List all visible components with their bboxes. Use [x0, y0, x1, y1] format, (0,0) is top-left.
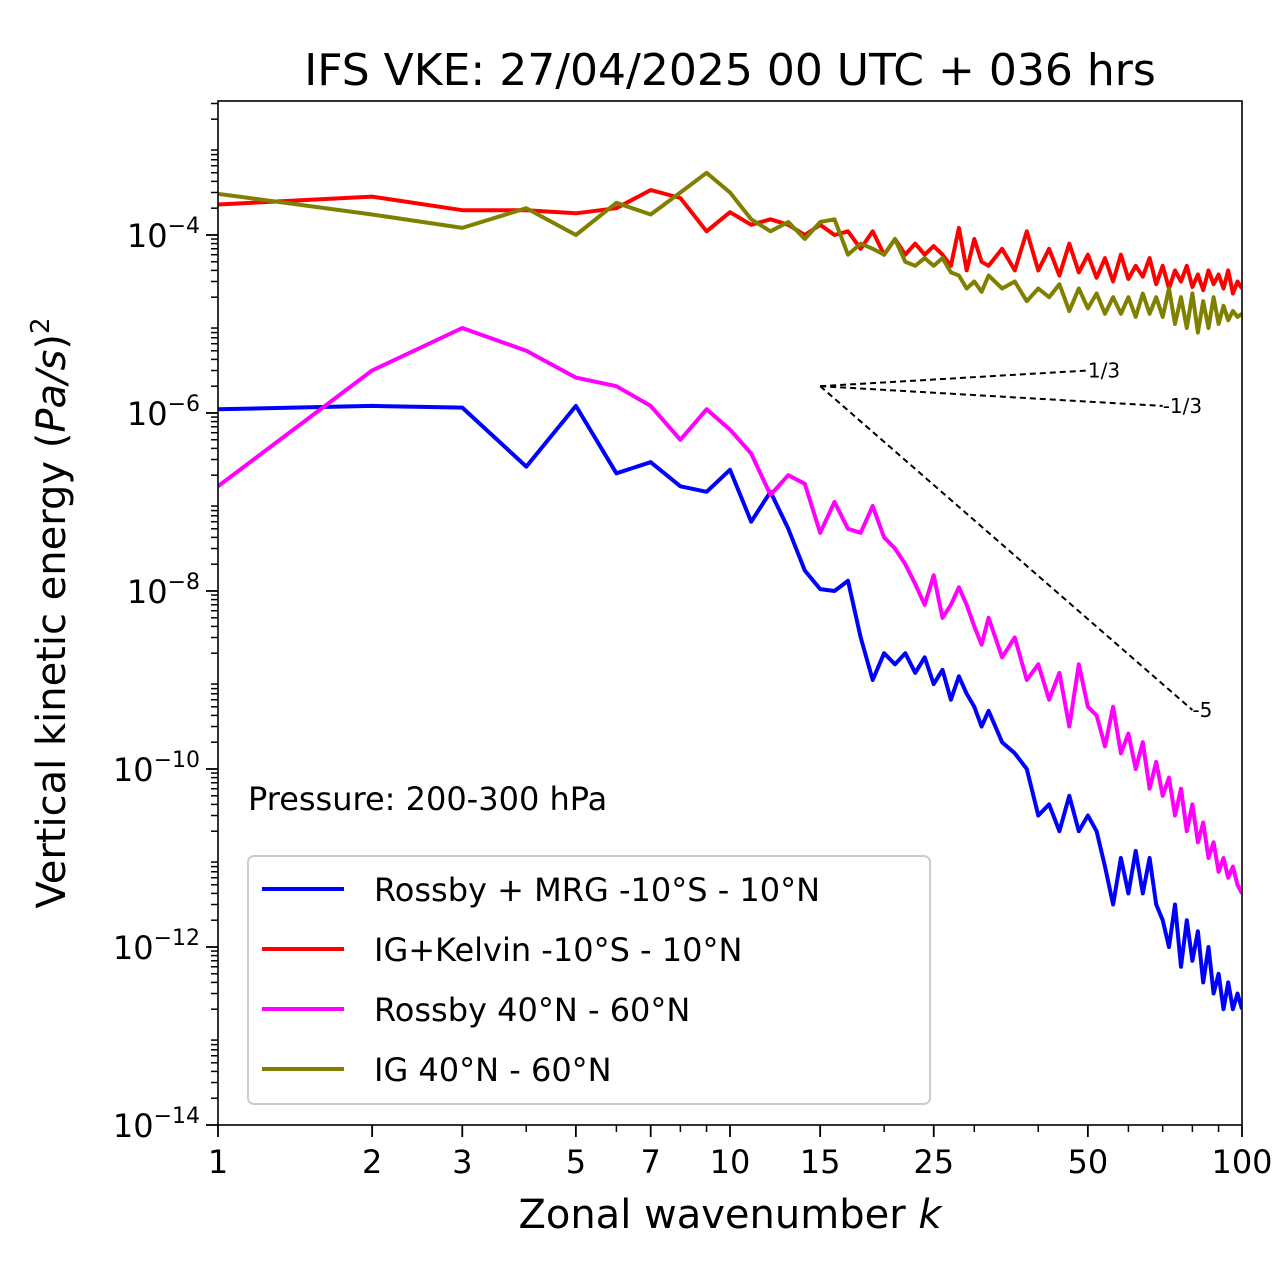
legend-label-2: Rossby 40°N - 60°N: [374, 991, 690, 1029]
legend: Rossby + MRG -10°S - 10°N IG+Kelvin -10°S…: [247, 855, 931, 1105]
x-axis-label-main: Zonal wavenumber: [518, 1192, 918, 1238]
slope-label-0: 1/3: [1088, 359, 1120, 383]
series-line-1: [218, 188, 1242, 296]
x-tick-label-6: 15: [800, 1143, 841, 1181]
y-axis-label-main: Vertical kinetic energy (: [29, 433, 75, 909]
legend-box: [247, 855, 931, 1105]
slope-line-2: [819, 385, 1194, 711]
x-tick-label-0: 1: [208, 1143, 228, 1181]
y-axis-label-close: ): [29, 334, 75, 350]
pressure-annotation: Pressure: 200-300 hPa: [248, 780, 607, 818]
series-line-2: [218, 326, 1242, 895]
x-axis-label: Zonal wavenumber k: [518, 1192, 943, 1238]
plot-area: 1/3-1/3-5 1 2 3 5 7 10 15 25 50 100 10−410−610−81…: [113, 100, 1273, 1181]
x-axis-label-var: k: [918, 1192, 943, 1238]
slope-label-1: -1/3: [1163, 394, 1202, 418]
y-tick-label-0: 10−4: [127, 214, 200, 255]
slope-line-1: [820, 385, 1163, 407]
y-axis-label-var: Pa/s: [29, 350, 75, 433]
x-tick-label-5: 10: [710, 1143, 751, 1181]
y-axis-label: Vertical kinetic energy (Pa/s)2: [26, 318, 75, 909]
slope-label-2: -5: [1192, 698, 1212, 722]
x-tick-label-4: 7: [641, 1143, 661, 1181]
y-tick-label-4: 10−12: [113, 926, 200, 967]
series-line-0: [218, 403, 1242, 1012]
y-axis-ticks: 10−4 10−6 10−8 10−10 10−12 10−14: [113, 102, 218, 1145]
x-axis-ticks: 1 2 3 5 7 10 15 25 50 100: [208, 1125, 1273, 1181]
x-tick-label-3: 5: [566, 1143, 586, 1181]
y-tick-label-3: 10−10: [113, 748, 200, 789]
series-line-3: [218, 170, 1242, 335]
chart-title: IFS VKE: 27/04/2025 00 UTC + 036 hrs: [304, 45, 1156, 96]
x-tick-label-9: 100: [1211, 1143, 1272, 1181]
y-axis-label-sup: 2: [26, 318, 56, 335]
legend-label-1: IG+Kelvin -10°S - 10°N: [374, 931, 742, 969]
x-tick-label-7: 25: [913, 1143, 954, 1181]
y-tick-label-5: 10−14: [113, 1104, 200, 1145]
legend-label-0: Rossby + MRG -10°S - 10°N: [374, 871, 820, 909]
legend-label-3: IG 40°N - 60°N: [374, 1051, 612, 1089]
x-tick-label-2: 3: [452, 1143, 472, 1181]
y-tick-label-2: 10−8: [127, 570, 200, 611]
slope-line-0: [820, 369, 1088, 388]
slope-lines: 1/3 -1/3 -5: [819, 359, 1212, 722]
legend-items: Rossby + MRG -10°S - 10°N IG+Kelvin -10°S…: [262, 871, 820, 1089]
x-tick-label-8: 50: [1068, 1143, 1109, 1181]
series-layer: [218, 170, 1242, 1012]
y-tick-label-1: 10−6: [127, 392, 200, 433]
x-tick-label-1: 2: [362, 1143, 382, 1181]
